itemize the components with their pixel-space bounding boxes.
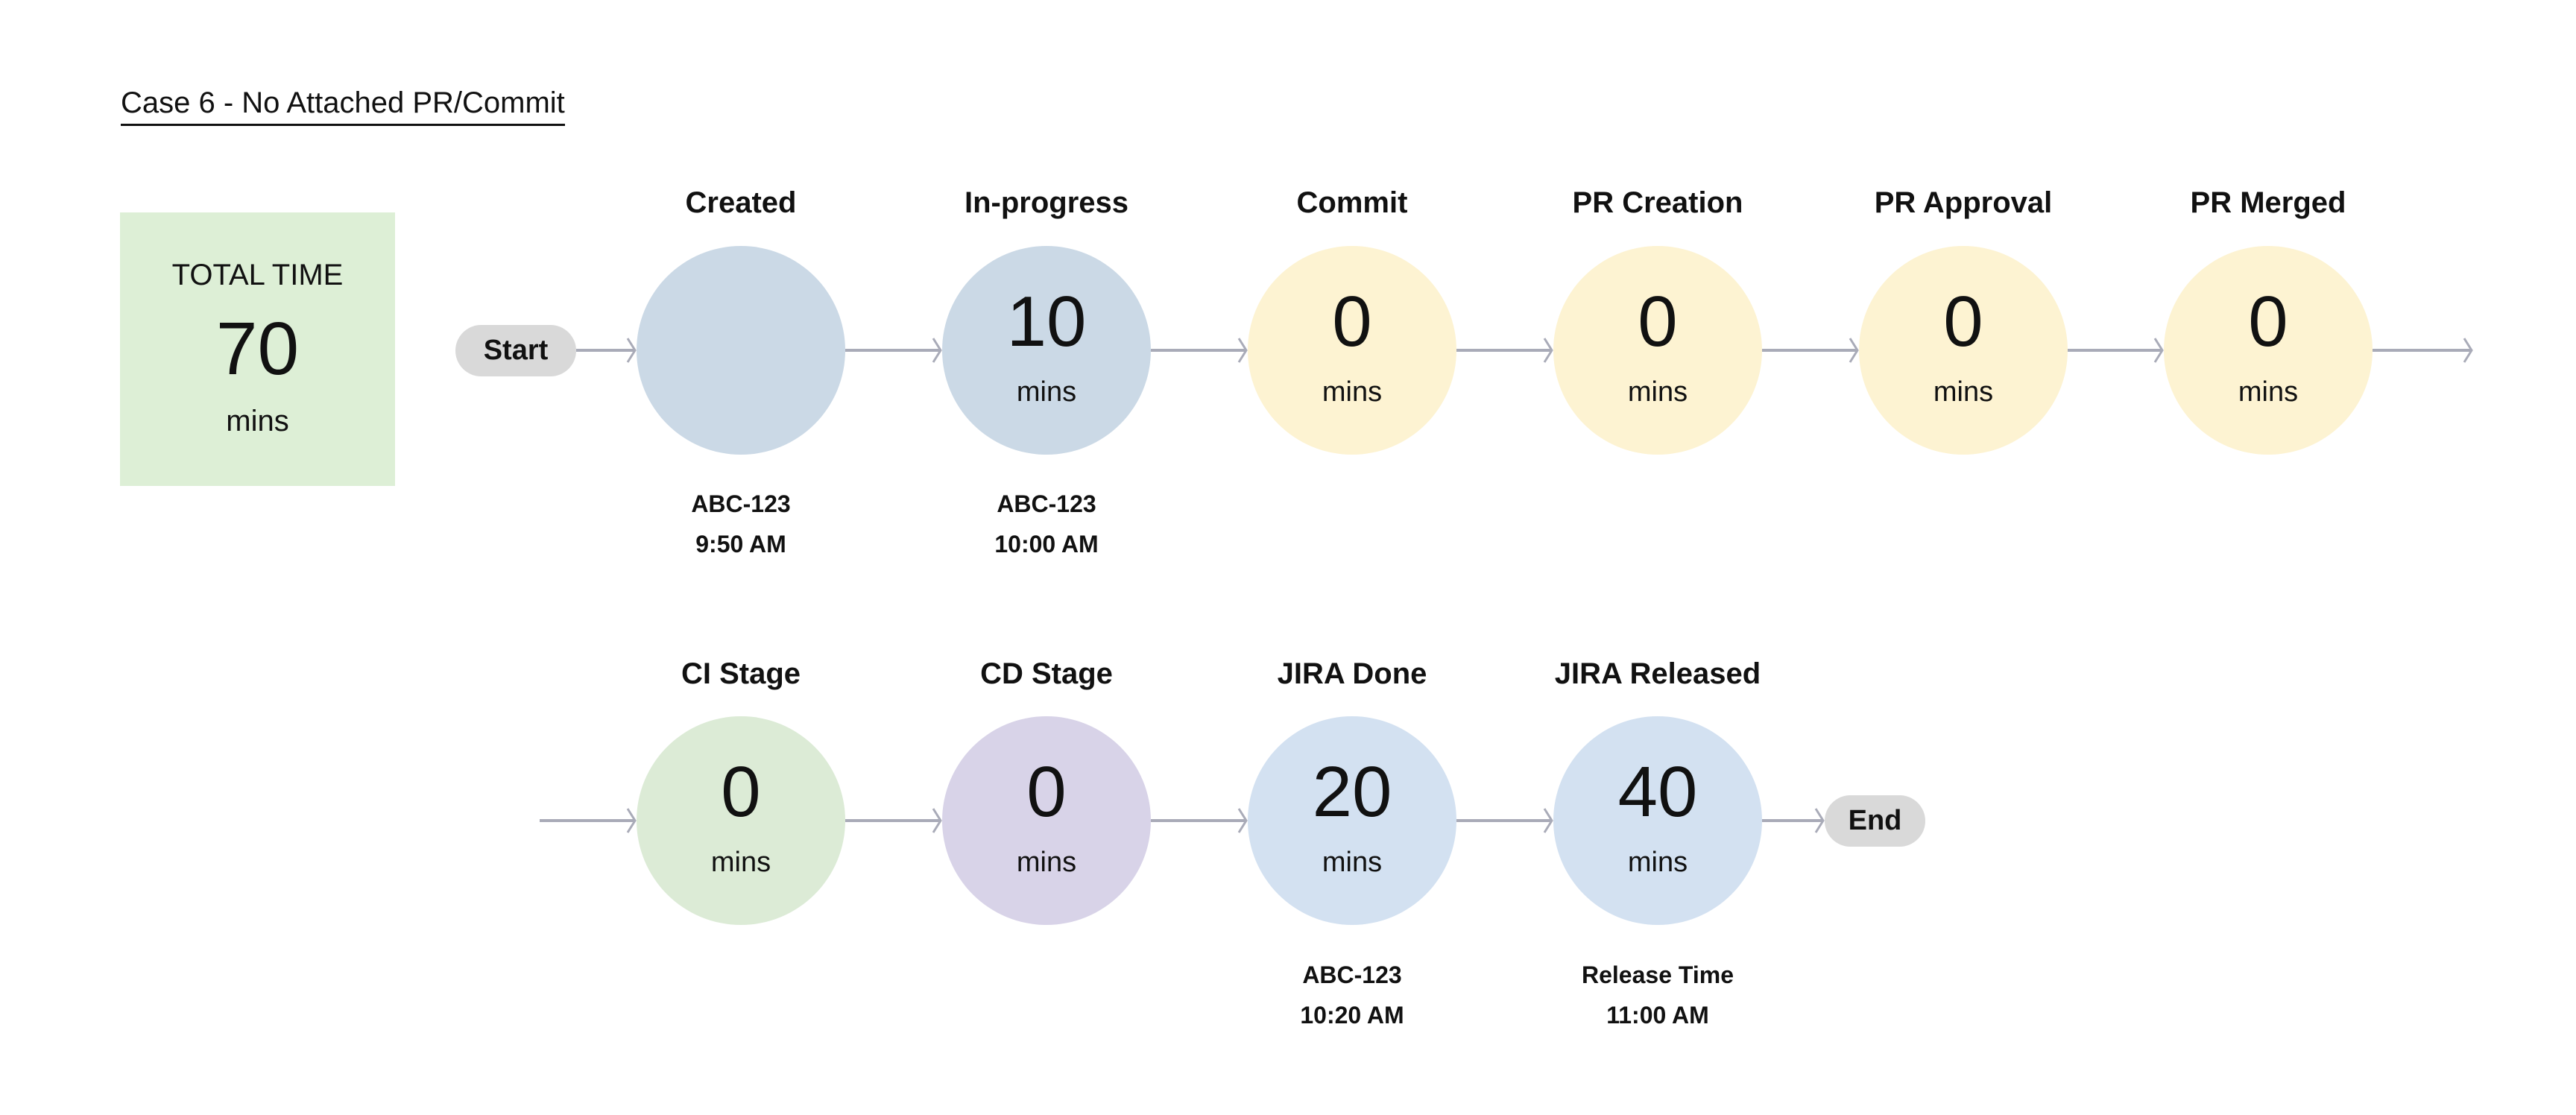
stage-duration: 0	[1026, 752, 1067, 832]
stage-duration: 20	[1312, 752, 1392, 832]
stage-label: Commit	[1296, 186, 1408, 219]
stage-duration: 0	[721, 752, 761, 832]
stage-unit: mins	[1933, 376, 1994, 408]
stage-label: JIRA Done	[1277, 657, 1427, 690]
arrow-connector	[1151, 338, 1248, 363]
stage-unit: mins	[1627, 376, 1688, 408]
stage-circle: 40 mins	[1553, 716, 1762, 925]
stage-label: JIRA Released	[1554, 657, 1761, 690]
stage-time: 11:00 AM	[1606, 1002, 1709, 1029]
stage-unit: mins	[710, 847, 771, 878]
arrow-connector	[1151, 808, 1248, 833]
stage-label: CI Stage	[681, 657, 801, 690]
stage-ticket: ABC-123	[691, 490, 791, 517]
arrow-connector	[845, 808, 942, 833]
stage-label: PR Creation	[1572, 186, 1743, 219]
total-time-value: 70	[215, 307, 300, 391]
end-node: End	[1825, 795, 1925, 847]
total-time-unit: mins	[226, 405, 289, 438]
start-node: Start	[455, 325, 576, 376]
stage-duration: 10	[1006, 282, 1087, 361]
stage-ticket: ABC-123	[997, 490, 1096, 517]
stage-duration: 0	[2248, 282, 2288, 361]
stage-time: 9:50 AM	[695, 531, 786, 558]
stage-circle: 0 mins	[2164, 246, 2373, 455]
arrow-connector	[845, 338, 942, 363]
arrow-row2-in	[540, 808, 637, 833]
stage-unit: mins	[1322, 376, 1383, 408]
total-time-box: TOTAL TIME 70 mins	[120, 212, 395, 486]
arrow-connector	[1762, 338, 1859, 363]
stage-time: 10:20 AM	[1300, 1002, 1404, 1029]
arrow-connector	[1456, 808, 1553, 833]
stage-circle: 0 mins	[1859, 246, 2068, 455]
stage-time: 10:00 AM	[994, 531, 1099, 558]
stage-circle: 10 mins	[942, 246, 1151, 455]
stage-circle: 0 mins	[1553, 246, 1762, 455]
stage-label: CD Stage	[980, 657, 1113, 690]
stage-duration: 0	[1332, 282, 1372, 361]
stage-duration: 0	[1943, 282, 1983, 361]
stage-unit: mins	[1016, 376, 1077, 408]
stage-circle: 0 mins	[1248, 246, 1456, 455]
stage-duration: 40	[1617, 752, 1698, 832]
stage-unit: mins	[1627, 847, 1688, 878]
stage-label: Created	[685, 186, 797, 219]
stage-label: In-progress	[964, 186, 1129, 219]
arrow-to-end	[1762, 808, 1825, 833]
stage-circle: 0 mins	[637, 716, 845, 925]
arrow-connector	[1456, 338, 1553, 363]
stage-label: PR Merged	[2190, 186, 2346, 219]
arrow-row1-continue	[2373, 338, 2473, 363]
stage-circle: 0 mins	[942, 716, 1151, 925]
stage-duration: 0	[1638, 282, 1678, 361]
stage-unit: mins	[2238, 376, 2299, 408]
stage-unit: mins	[1016, 847, 1077, 878]
arrow-connector	[2068, 338, 2164, 363]
stage-unit: mins	[1322, 847, 1383, 878]
arrow-start-created	[576, 338, 637, 363]
total-time-label: TOTAL TIME	[171, 259, 344, 291]
case-title: Case 6 - No Attached PR/Commit	[121, 86, 565, 126]
stage-circle: 20 mins	[1248, 716, 1456, 925]
stage-ticket: Release Time	[1582, 961, 1734, 988]
stage-circle	[637, 246, 845, 455]
stage-label: PR Approval	[1874, 186, 2053, 219]
stage-ticket: ABC-123	[1302, 961, 1402, 988]
